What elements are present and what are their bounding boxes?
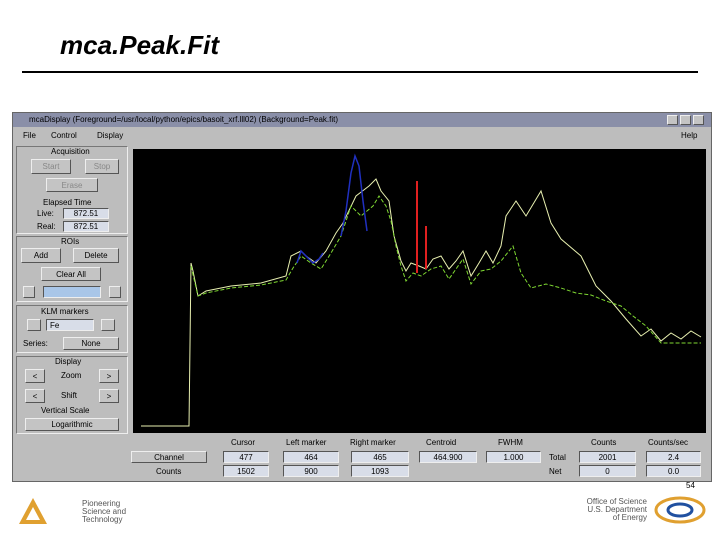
menu-item[interactable]: Display: [97, 131, 124, 140]
acquisition-group: [16, 146, 128, 234]
footer-text: U.S. Department: [587, 505, 647, 514]
close[interactable]: [693, 115, 704, 125]
column-header: Left marker: [286, 438, 327, 447]
column-header: Right marker: [350, 438, 396, 447]
cell: 464.900: [419, 451, 477, 463]
klm-next[interactable]: [101, 319, 115, 331]
row-label: Total: [549, 453, 566, 462]
logo-shape: [654, 496, 706, 524]
add-button[interactable]: Add: [21, 248, 61, 263]
klm-group: [16, 305, 128, 353]
klm-prev[interactable]: [27, 319, 41, 331]
menu-item[interactable]: Control: [51, 131, 77, 140]
label: Vertical Scale: [41, 406, 90, 415]
foreground-spectrum: [141, 178, 702, 427]
label: Shift: [61, 391, 78, 400]
delete-button[interactable]: Delete: [73, 248, 119, 263]
row-label: Counts: [156, 467, 182, 476]
erase-button[interactable]: Erase: [46, 178, 98, 192]
zoom-out[interactable]: <: [25, 369, 45, 383]
cell: 477: [223, 451, 269, 463]
group-label: KLM markers: [41, 307, 89, 316]
live-time: 872.51: [63, 208, 109, 219]
cell: 0: [579, 465, 636, 477]
spectrum: [141, 153, 702, 427]
element-field[interactable]: Fe: [46, 319, 94, 331]
cell: 464: [283, 451, 339, 463]
row-label: Net: [549, 467, 562, 476]
channel-menu[interactable]: Channel: [131, 451, 207, 463]
footer-text: Pioneering: [82, 499, 121, 508]
label: Zoom: [61, 371, 82, 380]
cell: 0.0: [646, 465, 701, 477]
title-bar: mcaDisplay (Foreground=/usr/local/python…: [13, 113, 711, 127]
group-label: Display: [55, 357, 82, 366]
title-rule: [22, 71, 698, 73]
column-header: Centroid: [426, 438, 457, 447]
scale-menu[interactable]: Logarithmic: [25, 418, 119, 431]
group-label: ROIs: [61, 237, 80, 246]
display-group: [16, 356, 128, 434]
shift-right[interactable]: >: [99, 389, 119, 403]
start-button[interactable]: Start: [31, 159, 71, 174]
roi-next[interactable]: [109, 286, 121, 298]
roi-prev[interactable]: [23, 286, 35, 298]
background-fit: [190, 195, 701, 344]
cell: 900: [283, 465, 339, 477]
cell: 2001: [579, 451, 636, 463]
column-header: Counts/sec: [648, 438, 689, 447]
roi-peak: [340, 153, 368, 237]
label: Real:: [37, 222, 56, 231]
roi-field[interactable]: [43, 286, 101, 298]
maximize[interactable]: [680, 115, 691, 125]
minimize[interactable]: [667, 115, 678, 125]
footer-text: Office of Science: [586, 497, 647, 506]
page-number: 54: [686, 481, 695, 490]
doe-logo: [654, 496, 706, 524]
real-time: 872.51: [63, 221, 109, 232]
group-label: Acquisition: [51, 147, 90, 156]
cell: 2.4: [646, 451, 701, 463]
shift-left[interactable]: <: [25, 389, 45, 403]
label: Elapsed Time: [43, 198, 92, 207]
logo-shape: [666, 502, 694, 518]
clear-all-button[interactable]: Clear All: [41, 267, 101, 281]
slide-title: mca.Peak.Fit: [60, 30, 219, 60]
cell: 465: [351, 451, 409, 463]
rois-group: [16, 236, 128, 302]
window: mcaDisplay (Foreground=/usr/local/python…: [12, 112, 712, 482]
spectrum-plot[interactable]: [133, 149, 706, 433]
stop-button[interactable]: Stop: [85, 159, 119, 174]
column-header: Cursor: [231, 438, 256, 447]
menu-item[interactable]: Help: [681, 131, 698, 140]
argonne-logo: [19, 498, 47, 524]
footer-text: Technology: [82, 515, 123, 524]
footer-text: Science and: [82, 507, 127, 516]
menu-item[interactable]: File: [23, 131, 36, 140]
column-header: Counts: [591, 438, 617, 447]
window-title: mcaDisplay (Foreground=/usr/local/python…: [29, 115, 339, 124]
zoom-in[interactable]: >: [99, 369, 119, 383]
cell: 1502: [223, 465, 269, 477]
column-header: FWHM: [498, 438, 523, 447]
cell: 1.000: [486, 451, 541, 463]
label: Series:: [23, 339, 48, 348]
label: Live:: [37, 209, 54, 218]
logo-shape: [26, 507, 40, 520]
cell: 1093: [351, 465, 409, 477]
series-menu[interactable]: None: [63, 337, 119, 350]
footer-text: of Energy: [612, 513, 647, 522]
roi-peak: [296, 249, 324, 264]
